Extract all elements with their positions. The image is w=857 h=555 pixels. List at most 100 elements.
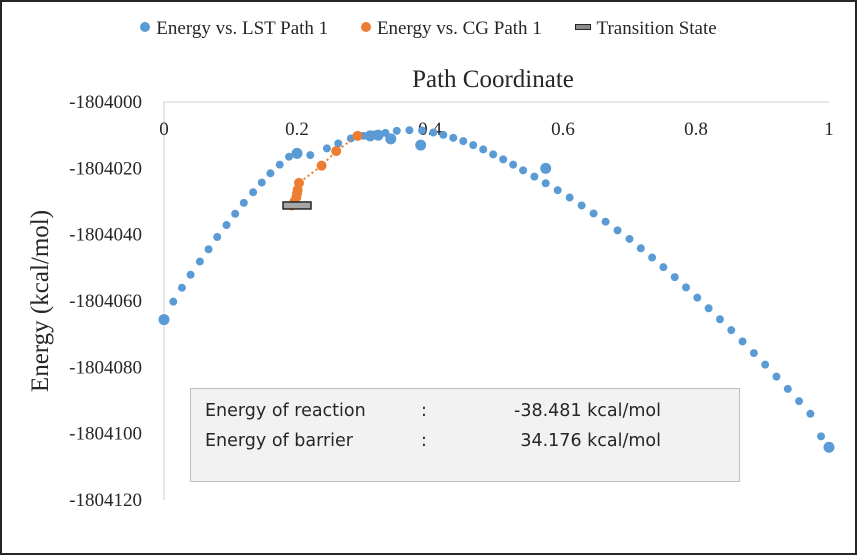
lst-data-point (738, 337, 747, 346)
lst-data-point (449, 133, 458, 142)
lst-highlight-point (158, 314, 170, 326)
lst-data-point (195, 257, 204, 266)
y-tick-label: -1804120 (69, 490, 142, 511)
lst-data-point (499, 155, 508, 164)
y-tick-label: -1804040 (69, 225, 142, 246)
bar-marker-icon (574, 24, 591, 30)
cg-data-point (316, 160, 327, 171)
chart-title: Path Coordinate (412, 66, 574, 93)
lst-data-point (509, 160, 518, 169)
separator: : (421, 401, 427, 421)
lst-data-point (806, 409, 815, 418)
energy-of-barrier-label: Energy of barrier (205, 431, 353, 451)
lst-data-point (285, 152, 294, 161)
lst-data-point (749, 349, 758, 358)
lst-data-point (772, 372, 781, 381)
transition-state-marker (282, 201, 312, 210)
lst-data-point (204, 245, 213, 254)
x-tick-label: 0.2 (285, 119, 309, 140)
legend-label-lst: Energy vs. LST Path 1 (156, 18, 329, 39)
lst-data-point (222, 221, 231, 230)
lst-data-point (541, 179, 550, 188)
lst-data-point (565, 193, 574, 202)
cg-data-point (331, 146, 342, 157)
lst-data-point (648, 253, 657, 262)
lst-highlight-point (364, 130, 376, 142)
lst-data-point (577, 201, 586, 210)
lst-data-point (727, 326, 736, 335)
lst-data-point (682, 283, 691, 292)
y-tick-label: -1804000 (69, 92, 142, 113)
lst-highlight-point (823, 441, 835, 453)
lst-data-point (704, 304, 713, 313)
legend-item-lst[interactable]: Energy vs. LST Path 1 (140, 18, 328, 40)
lst-data-point (613, 226, 622, 235)
lst-data-point (636, 244, 645, 253)
lst-data-point (439, 130, 448, 139)
lst-data-point (693, 293, 702, 302)
lst-data-point (177, 283, 186, 292)
lst-data-point (589, 209, 598, 218)
lst-highlight-point (415, 139, 427, 151)
lst-data-point (257, 178, 266, 187)
lst-data-point (519, 166, 528, 175)
lst-data-point (306, 151, 315, 160)
lst-data-point (530, 172, 539, 181)
legend-label-transition-state: Transition State (596, 18, 717, 39)
lst-data-point (186, 270, 195, 279)
x-tick-label: 0 (159, 119, 169, 140)
energy-summary-box: Energy of reaction : -38.481 kcal/mol En… (190, 388, 740, 482)
lst-data-point (334, 139, 343, 148)
circle-marker-icon (140, 22, 151, 32)
cg-data-point (352, 130, 363, 141)
lst-data-point (715, 315, 724, 324)
x-tick-label: 0.6 (551, 119, 575, 140)
lst-data-point (479, 145, 488, 154)
lst-data-point (405, 126, 414, 135)
energy-of-reaction-label: Energy of reaction (205, 401, 366, 421)
circle-marker-icon (360, 22, 371, 32)
lst-data-point (670, 273, 679, 282)
lst-data-point (429, 128, 438, 137)
lst-data-point (249, 188, 258, 197)
lst-highlight-point (540, 162, 552, 174)
lst-data-point (469, 141, 478, 150)
lst-data-point (392, 126, 401, 135)
lst-data-point (783, 384, 792, 393)
lst-data-point (239, 198, 248, 207)
lst-data-point (213, 232, 222, 241)
lst-data-point (601, 217, 610, 226)
lst-highlight-point (385, 133, 397, 145)
lst-data-point (231, 209, 240, 218)
lst-data-point (169, 297, 178, 306)
y-tick-label: -1804060 (69, 291, 142, 312)
y-tick-label: -1804080 (69, 357, 142, 378)
chart-legend: Energy vs. LST Path 1 Energy vs. CG Path… (0, 18, 857, 40)
x-tick-label: 1 (824, 119, 834, 140)
cg-data-point (293, 177, 304, 188)
lst-data-point (659, 263, 668, 272)
lst-data-point (625, 234, 634, 243)
lst-data-point (459, 137, 468, 146)
energy-of-reaction-value: -38.481 kcal/mol (514, 401, 661, 421)
y-tick-label: -1804100 (69, 424, 142, 445)
lst-data-point (275, 160, 284, 169)
lst-data-point (553, 186, 562, 195)
lst-data-point (817, 432, 826, 441)
lst-data-point (761, 360, 770, 369)
lst-data-point (322, 144, 331, 153)
x-tick-label: 0.8 (684, 119, 708, 140)
lst-data-point (418, 126, 427, 135)
legend-label-cg: Energy vs. CG Path 1 (376, 18, 542, 39)
lst-data-point (489, 150, 498, 159)
separator: : (421, 431, 427, 451)
legend-item-transition-state[interactable]: Transition State (574, 18, 717, 40)
lst-data-point (266, 169, 275, 178)
lst-data-point (795, 397, 804, 406)
y-axis-label: Energy (kcal/mol) (27, 210, 54, 392)
legend-item-cg[interactable]: Energy vs. CG Path 1 (360, 18, 542, 40)
lst-highlight-point (372, 129, 384, 141)
energy-of-barrier-value: 34.176 kcal/mol (520, 431, 661, 451)
y-tick-label: -1804020 (69, 158, 142, 179)
